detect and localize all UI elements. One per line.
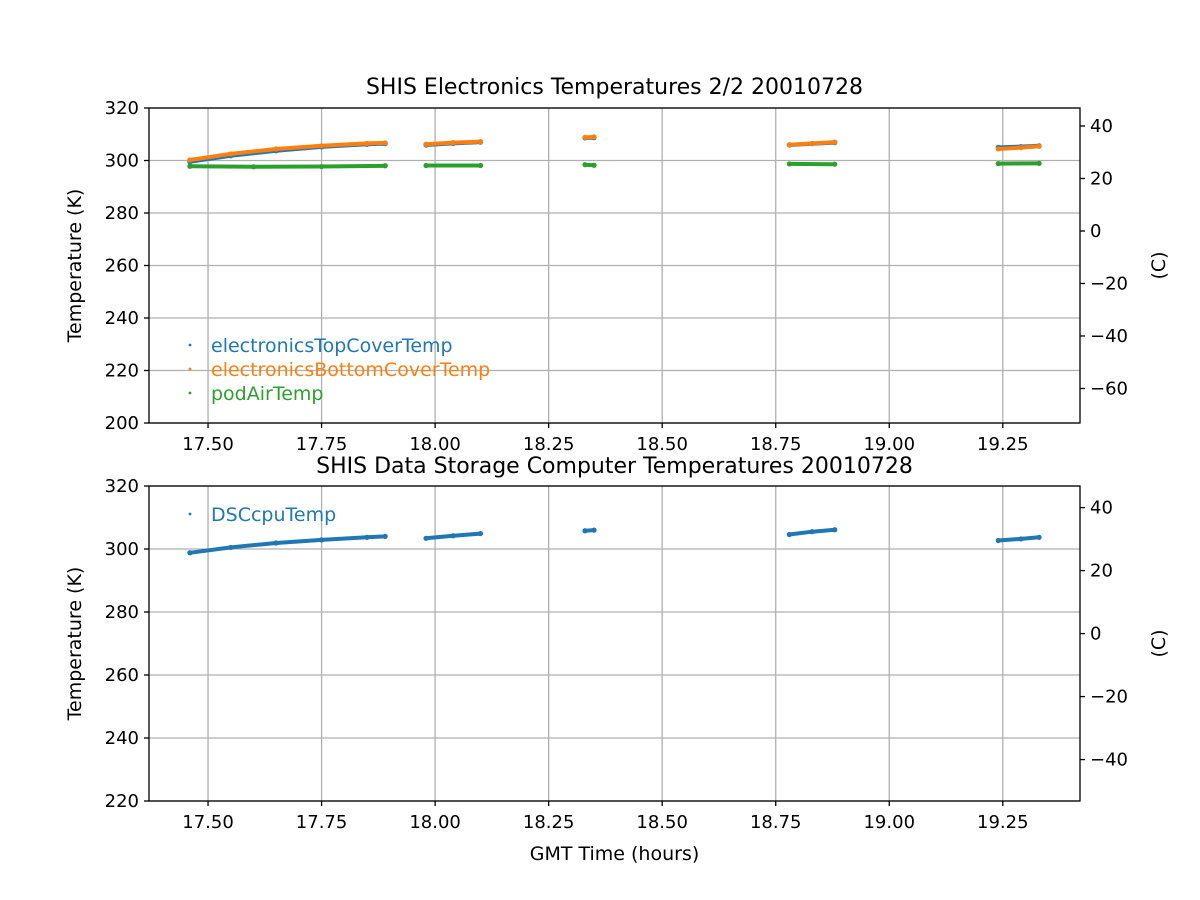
x-tick-label: 19.00 <box>863 812 915 833</box>
legend-marker <box>188 512 192 516</box>
x-tick-label: 17.75 <box>296 812 348 833</box>
y-axis-label: Temperature (K) <box>64 567 86 722</box>
series-DSCcpuTemp <box>187 527 1042 556</box>
series-podAirTemp <box>187 160 1042 170</box>
data-segment <box>187 163 388 169</box>
legend: DSCcpuTemp <box>188 504 336 526</box>
x-axis-label: GMT Time (hours) <box>530 843 700 865</box>
y-tick-label: 280 <box>105 203 139 224</box>
data-segment <box>996 144 1042 151</box>
x-tick-label: 18.50 <box>636 812 688 833</box>
y-tick-label: 220 <box>105 361 139 382</box>
x-tick-label: 19.00 <box>863 434 915 455</box>
y2-tick-label: 0 <box>1090 624 1101 645</box>
x-tick-label: 17.50 <box>182 434 234 455</box>
legend: electronicsTopCoverTempelectronicsBottom… <box>188 335 490 405</box>
chart-title: SHIS Data Storage Computer Temperatures … <box>316 454 913 479</box>
x-tick-label: 19.25 <box>977 812 1029 833</box>
y2-tick-label: −20 <box>1090 687 1128 708</box>
y-tick-label: 320 <box>105 98 139 119</box>
x-tick-label: 18.50 <box>636 434 688 455</box>
y2-tick-label: 40 <box>1090 498 1113 519</box>
y-tick-label: 260 <box>105 256 139 277</box>
data-segment <box>787 140 837 147</box>
data-segment <box>187 140 388 162</box>
x-tick-label: 17.75 <box>296 434 348 455</box>
legend-marker <box>188 367 192 371</box>
x-tick-label: 17.50 <box>182 812 234 833</box>
legend-entry: DSCcpuTemp <box>211 504 336 526</box>
y2-axis-label: (C) <box>1148 629 1170 657</box>
chart-title: SHIS Electronics Temperatures 2/2 200107… <box>366 75 863 100</box>
x-tick-label: 18.00 <box>409 434 461 455</box>
y2-tick-label: 0 <box>1090 221 1101 242</box>
chart-panel-2: 17.50 17.75 18.00 18.25 18.50 18.75 19.00 19.25… <box>64 454 1170 865</box>
y-tick-label: 220 <box>105 791 139 812</box>
y2-tick-label: −60 <box>1090 378 1128 399</box>
legend-entry: electronicsBottomCoverTemp <box>211 359 490 381</box>
data-segment <box>424 139 483 147</box>
data-segment <box>583 528 597 533</box>
x-tick-label: 18.25 <box>523 434 575 455</box>
chart-panel-1: 17.50 17.75 18.00 18.25 18.50 18.75 19.00 19.25… <box>64 75 1170 455</box>
y2-tick-label: 20 <box>1090 168 1113 189</box>
y2-tick-label: 20 <box>1090 561 1113 582</box>
y-tick-label: 300 <box>105 539 139 560</box>
y-tick-label: 200 <box>105 413 139 434</box>
series-electronicsBottomCoverTemp <box>187 134 1042 163</box>
y2-axis-label: (C) <box>1148 251 1170 279</box>
x-tick-label: 18.75 <box>750 812 802 833</box>
legend-marker <box>188 343 192 347</box>
y-tick-label: 300 <box>105 151 139 172</box>
data-segment <box>583 162 597 168</box>
y2-tick-label: −40 <box>1090 326 1128 347</box>
y-tick-label: 260 <box>105 665 139 686</box>
legend-marker <box>188 391 192 395</box>
y-axis-label: Temperature (K) <box>64 189 86 344</box>
x-tick-label: 18.25 <box>523 812 575 833</box>
legend-entry: podAirTemp <box>211 383 323 405</box>
plot-frame <box>148 485 1081 802</box>
data-segment <box>787 527 837 537</box>
data-segment <box>996 535 1042 543</box>
y-tick-label: 320 <box>105 476 139 497</box>
data-segment <box>424 531 483 541</box>
x-tick-label: 18.75 <box>750 434 802 455</box>
y-tick-label: 280 <box>105 602 139 623</box>
y2-tick-label: −20 <box>1090 273 1128 294</box>
y-tick-label: 240 <box>105 728 139 749</box>
legend-entry: electronicsTopCoverTemp <box>211 335 453 357</box>
y-tick-label: 240 <box>105 308 139 329</box>
data-segment <box>187 534 388 555</box>
y2-tick-label: 40 <box>1090 116 1113 137</box>
data-segment <box>583 134 597 140</box>
y2-tick-label: −40 <box>1090 750 1128 771</box>
x-tick-label: 18.00 <box>409 812 461 833</box>
x-tick-label: 19.25 <box>977 434 1029 455</box>
